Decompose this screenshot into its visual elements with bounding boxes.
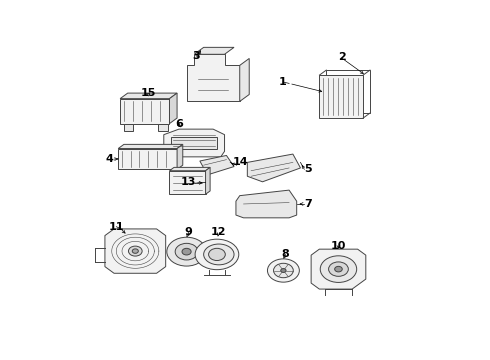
Polygon shape bbox=[124, 123, 133, 131]
Text: 2: 2 bbox=[339, 52, 346, 62]
Text: 15: 15 bbox=[141, 88, 156, 98]
Polygon shape bbox=[120, 99, 170, 123]
Text: 1: 1 bbox=[279, 77, 287, 87]
Circle shape bbox=[281, 269, 286, 273]
Polygon shape bbox=[105, 229, 166, 273]
Text: 10: 10 bbox=[331, 240, 346, 251]
Text: 6: 6 bbox=[175, 118, 183, 129]
Text: 9: 9 bbox=[185, 227, 193, 237]
Circle shape bbox=[335, 266, 343, 272]
Circle shape bbox=[167, 237, 206, 266]
Text: 14: 14 bbox=[233, 157, 248, 167]
Polygon shape bbox=[118, 144, 183, 149]
Circle shape bbox=[268, 259, 299, 282]
Text: 7: 7 bbox=[304, 199, 312, 209]
Text: 8: 8 bbox=[281, 249, 289, 259]
Circle shape bbox=[273, 263, 294, 278]
Polygon shape bbox=[158, 123, 168, 131]
Text: 4: 4 bbox=[105, 154, 113, 164]
Polygon shape bbox=[164, 129, 224, 157]
Circle shape bbox=[128, 246, 142, 256]
Circle shape bbox=[132, 249, 138, 253]
Circle shape bbox=[175, 243, 198, 260]
Circle shape bbox=[182, 248, 191, 255]
Ellipse shape bbox=[204, 244, 234, 265]
Text: 3: 3 bbox=[192, 51, 200, 61]
Text: 13: 13 bbox=[181, 177, 196, 187]
Circle shape bbox=[209, 248, 225, 261]
Polygon shape bbox=[177, 144, 183, 169]
Text: 11: 11 bbox=[109, 222, 124, 232]
Polygon shape bbox=[170, 93, 177, 123]
Polygon shape bbox=[170, 167, 210, 171]
Polygon shape bbox=[311, 249, 366, 289]
Polygon shape bbox=[206, 167, 210, 194]
Circle shape bbox=[320, 256, 357, 283]
Text: 12: 12 bbox=[211, 227, 226, 237]
Ellipse shape bbox=[195, 239, 239, 270]
Polygon shape bbox=[194, 48, 234, 54]
Polygon shape bbox=[120, 93, 177, 99]
Polygon shape bbox=[240, 58, 249, 102]
Polygon shape bbox=[170, 171, 206, 194]
Polygon shape bbox=[118, 149, 177, 169]
Polygon shape bbox=[172, 138, 217, 149]
Text: 5: 5 bbox=[304, 164, 312, 174]
Polygon shape bbox=[319, 75, 363, 118]
Polygon shape bbox=[247, 154, 300, 182]
Polygon shape bbox=[187, 54, 240, 102]
Circle shape bbox=[329, 262, 348, 276]
Polygon shape bbox=[200, 156, 234, 175]
Polygon shape bbox=[236, 190, 297, 218]
